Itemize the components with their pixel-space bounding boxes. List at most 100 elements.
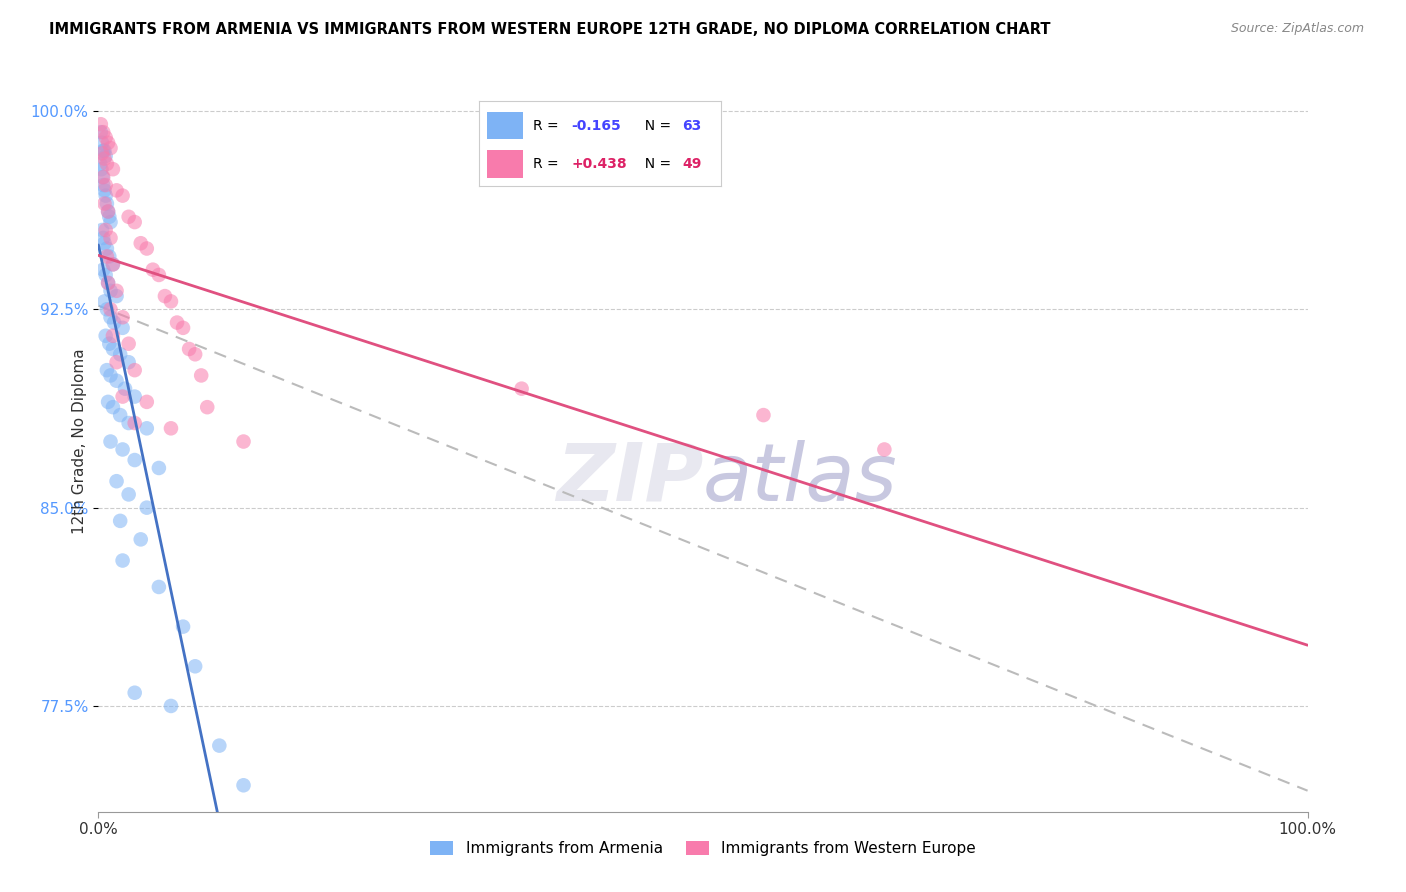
Point <box>148 268 170 282</box>
Point <box>118 355 141 369</box>
Point <box>232 434 254 449</box>
Point <box>148 580 170 594</box>
Point <box>94 268 117 282</box>
Point <box>93 152 115 166</box>
Point <box>135 421 157 435</box>
Point <box>97 395 120 409</box>
Y-axis label: 12th Grade, No Diploma: 12th Grade, No Diploma <box>72 349 87 534</box>
Point <box>97 276 120 290</box>
Point <box>93 196 115 211</box>
Point <box>97 204 120 219</box>
Point <box>124 416 146 430</box>
Point <box>118 210 141 224</box>
Point <box>129 533 152 547</box>
Text: IMMIGRANTS FROM ARMENIA VS IMMIGRANTS FROM WESTERN EUROPE 12TH GRADE, NO DIPLOMA: IMMIGRANTS FROM ARMENIA VS IMMIGRANTS FR… <box>49 22 1050 37</box>
Point <box>172 620 194 634</box>
Point <box>100 141 122 155</box>
Point <box>184 347 207 361</box>
Point <box>153 289 176 303</box>
Point <box>111 390 134 404</box>
Point <box>94 223 117 237</box>
Text: atlas: atlas <box>703 440 898 517</box>
Point <box>98 210 121 224</box>
Point <box>105 284 128 298</box>
Point <box>105 289 128 303</box>
Point <box>98 336 121 351</box>
Point <box>100 310 122 325</box>
Point <box>91 178 114 192</box>
Point <box>91 231 114 245</box>
Point <box>101 162 124 177</box>
Point <box>94 328 117 343</box>
Point <box>97 204 120 219</box>
Point <box>91 144 114 158</box>
Point <box>111 321 134 335</box>
Point <box>93 144 115 158</box>
Point <box>160 294 183 309</box>
Point <box>179 342 201 356</box>
Point <box>103 316 125 330</box>
Point <box>94 178 117 192</box>
Point <box>100 368 122 383</box>
Point <box>124 215 146 229</box>
Point <box>89 157 111 171</box>
Point <box>93 236 115 251</box>
Point <box>184 659 207 673</box>
Point <box>100 302 122 317</box>
Point <box>105 183 128 197</box>
Text: Source: ZipAtlas.com: Source: ZipAtlas.com <box>1230 22 1364 36</box>
Point <box>96 302 118 317</box>
Point <box>166 316 188 330</box>
Point <box>96 157 118 171</box>
Point <box>94 188 117 202</box>
Point <box>111 442 134 457</box>
Point <box>93 183 115 197</box>
Point <box>118 416 141 430</box>
Point <box>100 231 122 245</box>
Point <box>118 487 141 501</box>
Point <box>510 382 533 396</box>
Point <box>100 215 122 229</box>
Point <box>96 242 118 256</box>
Point <box>873 442 896 457</box>
Point <box>94 130 117 145</box>
Point <box>90 117 112 131</box>
Point <box>100 284 122 298</box>
Point <box>172 321 194 335</box>
Point <box>135 242 157 256</box>
Point <box>91 136 114 150</box>
Point <box>195 400 218 414</box>
Point <box>91 223 114 237</box>
Point <box>124 453 146 467</box>
Point <box>105 355 128 369</box>
Point <box>96 250 118 264</box>
Point <box>90 162 112 177</box>
Point <box>232 778 254 792</box>
Point <box>124 363 146 377</box>
Point <box>129 236 152 251</box>
Point <box>114 382 136 396</box>
Point <box>101 400 124 414</box>
Point <box>91 125 114 139</box>
Point <box>190 368 212 383</box>
Point <box>148 461 170 475</box>
Point <box>101 342 124 356</box>
Point <box>124 390 146 404</box>
Point <box>98 250 121 264</box>
Point <box>105 374 128 388</box>
Point <box>111 553 134 567</box>
Point <box>108 347 131 361</box>
Point <box>101 257 124 271</box>
Point <box>142 262 165 277</box>
Point <box>160 698 183 713</box>
Point <box>93 294 115 309</box>
Point <box>91 170 114 185</box>
Point <box>108 408 131 422</box>
Point <box>135 395 157 409</box>
Point <box>97 136 120 150</box>
Point <box>105 474 128 488</box>
Point <box>101 257 124 271</box>
Point <box>160 421 183 435</box>
Point <box>96 363 118 377</box>
Legend: Immigrants from Armenia, Immigrants from Western Europe: Immigrants from Armenia, Immigrants from… <box>430 841 976 856</box>
